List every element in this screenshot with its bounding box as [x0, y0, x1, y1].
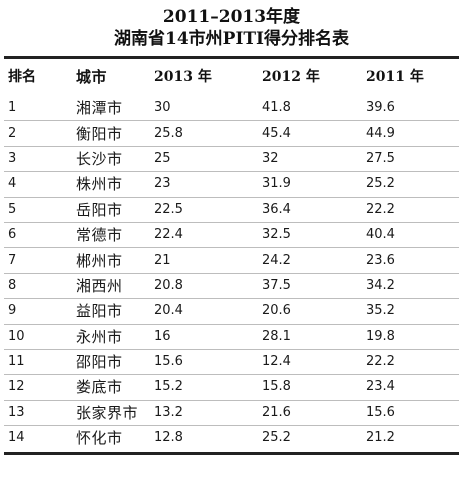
score-2012-cell: 32	[262, 146, 366, 173]
city-cell: 常德市	[76, 222, 154, 249]
score-2012-cell: 12.4	[262, 349, 366, 376]
rank-cell: 5	[4, 197, 76, 223]
score-2013-cell: 20.8	[154, 273, 262, 300]
score-2011-cell: 40.4	[366, 222, 459, 249]
score-2011-cell: 19.8	[366, 324, 459, 350]
city-cell: 张家界市	[76, 400, 154, 427]
score-2011-cell: 22.2	[366, 349, 459, 376]
rank-cell: 13	[4, 400, 76, 427]
table-row: 5 岳阳市 22.5 36.4 22.2	[4, 197, 459, 223]
score-2013-cell: 13.2	[154, 400, 262, 427]
table-row: 8 湘西州 20.8 37.5 34.2	[4, 273, 459, 300]
city-cell: 邵阳市	[76, 349, 154, 376]
header-2011: 2011 年	[366, 69, 424, 85]
city-cell: 永州市	[76, 324, 154, 350]
rank-cell: 10	[4, 324, 76, 350]
score-2013-cell: 21	[154, 247, 262, 274]
rank-cell: 3	[4, 146, 76, 173]
city-cell: 娄底市	[76, 374, 154, 401]
score-2013-cell: 15.6	[154, 349, 262, 376]
score-2011-cell: 35.2	[366, 298, 459, 325]
city-cell: 怀化市	[76, 429, 123, 448]
table-row: 14 怀化市 12.8 25.2 21.2	[4, 426, 459, 451]
rank-cell: 2	[4, 120, 76, 147]
table-body: 1 湘潭市 30 41.8 39.6 2 衡阳市 25.8 45.4 44.9 3 长沙市 25 32 27…	[4, 96, 459, 450]
table-row: 10 永州市 16 28.1 19.8	[4, 324, 459, 350]
header-row: 排名 城市 2013 年 2012 年 2011 年	[4, 59, 459, 96]
rank-cell: 6	[4, 222, 76, 249]
score-2011-cell: 25.2	[366, 171, 459, 198]
rank-cell: 4	[4, 171, 76, 198]
score-2013-cell: 23	[154, 171, 262, 198]
score-2011-cell: 39.6	[366, 96, 459, 122]
rank-cell: 7	[4, 247, 76, 274]
score-2012-cell: 37.5	[262, 273, 366, 300]
table-row: 9 益阳市 20.4 20.6 35.2	[4, 298, 459, 325]
score-2012-cell: 32.5	[262, 222, 366, 249]
bottom-rule	[4, 452, 459, 456]
table-row: 7 郴州市 21 24.2 23.6	[4, 247, 459, 274]
score-2011-cell: 23.6	[366, 247, 459, 274]
score-2013-cell: 30	[154, 96, 262, 122]
score-2013-cell: 25	[154, 146, 262, 173]
score-2012-cell: 45.4	[262, 120, 366, 147]
header-rank: 排名	[8, 69, 36, 85]
header-city: 城市	[76, 68, 108, 86]
city-cell: 衡阳市	[76, 120, 154, 147]
score-2012-cell: 20.6	[262, 298, 366, 325]
title-line-2: 湖南省14市州PITI得分排名表	[114, 29, 349, 49]
city-cell: 湘西州	[76, 273, 154, 300]
table-row: 4 株州市 23 31.9 25.2	[4, 171, 459, 198]
score-2012-cell: 28.1	[262, 324, 366, 350]
city-cell: 郴州市	[76, 247, 154, 274]
city-cell: 湘潭市	[76, 96, 154, 122]
score-2011-cell: 44.9	[366, 120, 459, 147]
score-2013-cell: 15.2	[154, 374, 262, 401]
rank-cell: 1	[4, 96, 76, 122]
score-2011-cell: 15.6	[366, 400, 459, 427]
score-2012-cell: 15.8	[262, 374, 366, 401]
table-row: 3 长沙市 25 32 27.5	[4, 146, 459, 173]
city-cell: 益阳市	[76, 298, 154, 325]
score-2012-cell: 21.6	[262, 400, 366, 427]
score-2011-cell: 21.2	[366, 430, 395, 446]
score-2012-cell: 41.8	[262, 96, 366, 122]
table-row: 2 衡阳市 25.8 45.4 44.9	[4, 120, 459, 147]
table-row: 6 常德市 22.4 32.5 40.4	[4, 222, 459, 249]
rank-cell: 14	[8, 430, 25, 446]
header-2012: 2012 年	[262, 69, 320, 85]
score-2013-cell: 25.8	[154, 120, 262, 147]
rank-cell: 12	[4, 374, 76, 401]
rank-cell: 9	[4, 298, 76, 325]
rank-cell: 8	[4, 273, 76, 300]
rank-cell: 11	[4, 349, 76, 376]
ranking-table: 排名 城市 2013 年 2012 年 2011 年 1 湘潭市 30 41.8 39.…	[4, 59, 459, 450]
score-2013-cell: 20.4	[154, 298, 262, 325]
city-cell: 岳阳市	[76, 197, 154, 223]
score-2013-cell: 12.8	[154, 430, 183, 446]
score-2011-cell: 23.4	[366, 374, 459, 401]
city-cell: 株州市	[76, 171, 154, 198]
score-2013-cell: 22.5	[154, 197, 262, 223]
table-row: 11 邵阳市 15.6 12.4 22.2	[4, 349, 459, 376]
table-row: 13 张家界市 13.2 21.6 15.6	[4, 400, 459, 427]
top-rule	[4, 56, 459, 59]
city-cell: 长沙市	[76, 146, 154, 173]
score-2012-cell: 25.2	[262, 430, 291, 446]
score-2011-cell: 34.2	[366, 273, 459, 300]
score-2011-cell: 27.5	[366, 146, 459, 173]
score-2011-cell: 22.2	[366, 197, 459, 223]
title-line-1: 2011–2013年度	[162, 7, 301, 27]
table-row: 12 娄底市 15.2 15.8 23.4	[4, 374, 459, 401]
score-2013-cell: 16	[154, 324, 262, 350]
score-2012-cell: 36.4	[262, 197, 366, 223]
score-2012-cell: 24.2	[262, 247, 366, 274]
score-2013-cell: 22.4	[154, 222, 262, 249]
score-2012-cell: 31.9	[262, 171, 366, 198]
table-row: 1 湘潭市 30 41.8 39.6	[4, 96, 459, 122]
header-2013: 2013 年	[154, 69, 212, 85]
